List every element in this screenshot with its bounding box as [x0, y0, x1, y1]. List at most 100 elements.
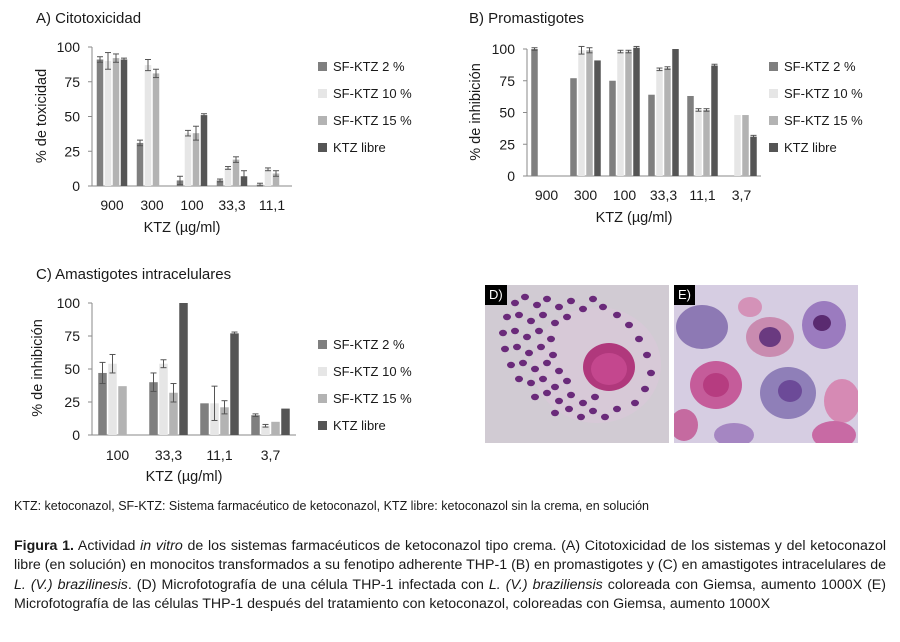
error-bar [170, 383, 177, 403]
parasite-dot [567, 297, 575, 305]
y-axis-label: % de toxicidad [34, 69, 50, 163]
legend-c: SF-KTZ 2 % SF-KTZ 10 % SF-KTZ 15 % KTZ l… [318, 331, 412, 439]
parasite-dot [591, 393, 599, 401]
error-bar [99, 361, 106, 385]
figure-caption: Figura 1. Actividad in vitro de los sist… [14, 537, 886, 614]
error-bar [233, 156, 239, 163]
parasite-dot [555, 303, 563, 311]
caption-text-3: . (D) Microfotografía de una célula THP-… [127, 576, 489, 593]
parasite-dot [513, 343, 521, 351]
y-tick-label: 75 [499, 73, 515, 89]
chart-a-title: A) Citotoxicidad [36, 10, 142, 27]
bar [586, 50, 593, 176]
parasite-dot [563, 313, 571, 321]
legend-label: SF-KTZ 2 % [333, 337, 405, 352]
x-tick-label: 11,1 [259, 197, 285, 213]
parasite-dot [563, 377, 571, 385]
parasite-dot [539, 311, 547, 319]
micrograph-d-label: D) [485, 285, 507, 305]
bar [531, 49, 538, 176]
bar [136, 142, 144, 186]
parasite-dot [601, 413, 609, 421]
bar [742, 115, 749, 176]
x-tick-label: 100 [180, 197, 204, 213]
x-axis-label: KTZ (µg/ml) [146, 469, 223, 485]
y-tick-label: 25 [499, 136, 515, 152]
legend-swatch [318, 421, 327, 430]
bar [200, 115, 208, 186]
bar [687, 95, 694, 176]
bar [271, 421, 280, 435]
x-tick-label: 900 [100, 197, 124, 213]
chart-c-title: C) Amastigotes intracelulares [36, 266, 232, 283]
bar [734, 115, 741, 176]
error-bar [121, 57, 127, 62]
bar [594, 60, 601, 176]
parasite-dot [543, 359, 551, 367]
parasite-dot [555, 367, 563, 375]
parasite-dot [551, 319, 559, 327]
bar [261, 425, 270, 435]
bar [281, 408, 290, 435]
parasite-dot [551, 383, 559, 391]
legend-label: SF-KTZ 2 % [333, 59, 405, 74]
bar [232, 159, 240, 186]
x-tick-label: 300 [140, 197, 164, 213]
micrograph-d-image [485, 285, 669, 443]
y-tick-label: 75 [64, 74, 80, 90]
bar [703, 109, 710, 176]
legend-item: KTZ libre [318, 134, 412, 161]
parasite-dot [589, 407, 597, 415]
error-bar [262, 423, 269, 428]
bar [98, 372, 107, 435]
error-bar [160, 359, 167, 369]
x-tick-label: 11,1 [206, 447, 232, 463]
footnote: KTZ: ketoconazol, SF-KTZ: Sistema farmac… [14, 499, 649, 513]
legend-swatch [318, 89, 327, 98]
legend-item: SF-KTZ 2 % [769, 53, 863, 80]
bar [664, 68, 671, 176]
bar [118, 386, 127, 435]
parasite-dot [515, 375, 523, 383]
bar [149, 382, 158, 435]
parasite-dot [531, 365, 539, 373]
x-axis-label: KTZ (µg/ml) [144, 220, 221, 236]
bar [609, 80, 616, 176]
parasite-dot [535, 327, 543, 335]
bar [108, 363, 117, 435]
bar [120, 59, 128, 187]
error-bar [211, 385, 218, 421]
chart-c: 0 25 50 75 100 100 33,3 11,1 3,7 KTZ (µg/ml) % de … [30, 295, 296, 485]
parasite-dot [635, 335, 643, 343]
legend-item: SF-KTZ 15 % [769, 107, 863, 134]
y-tick-label: 25 [64, 394, 80, 410]
error-bar [201, 113, 207, 117]
legend-item: SF-KTZ 2 % [318, 53, 412, 80]
y-tick-label: 50 [499, 105, 515, 121]
error-bar [625, 49, 632, 54]
error-bar [257, 182, 263, 187]
parasite-dot [539, 375, 547, 383]
x-tick-label: 33,3 [218, 197, 245, 213]
error-bar [97, 56, 103, 63]
parasite-dot [567, 391, 575, 399]
parasite-dot [531, 393, 539, 401]
parasite-dot [519, 359, 527, 367]
y-tick-label: 75 [64, 328, 80, 344]
legend-label: SF-KTZ 10 % [333, 364, 412, 379]
parasite-dot [547, 335, 555, 343]
parasite-dot [631, 399, 639, 407]
chart-b: 0 25 50 75 100 900 300 100 33,3 11,1 3,7 KTZ (µg/ml… [468, 41, 761, 226]
parasite-dot [543, 389, 551, 397]
legend-label: SF-KTZ 15 % [333, 391, 412, 406]
micrograph-e-image [674, 285, 858, 443]
legend-label: SF-KTZ 10 % [784, 86, 863, 101]
caption-italic-1: in vitro [140, 538, 183, 554]
bar [251, 415, 260, 435]
chart-a: 0 25 50 75 100 900 300 100 33,3 11,1 KTZ (µg/ml) % … [34, 39, 292, 236]
legend-swatch [769, 89, 778, 98]
bar [617, 51, 624, 176]
legend-swatch [318, 394, 327, 403]
legend-label: KTZ libre [333, 418, 386, 433]
legend-swatch [769, 116, 778, 125]
